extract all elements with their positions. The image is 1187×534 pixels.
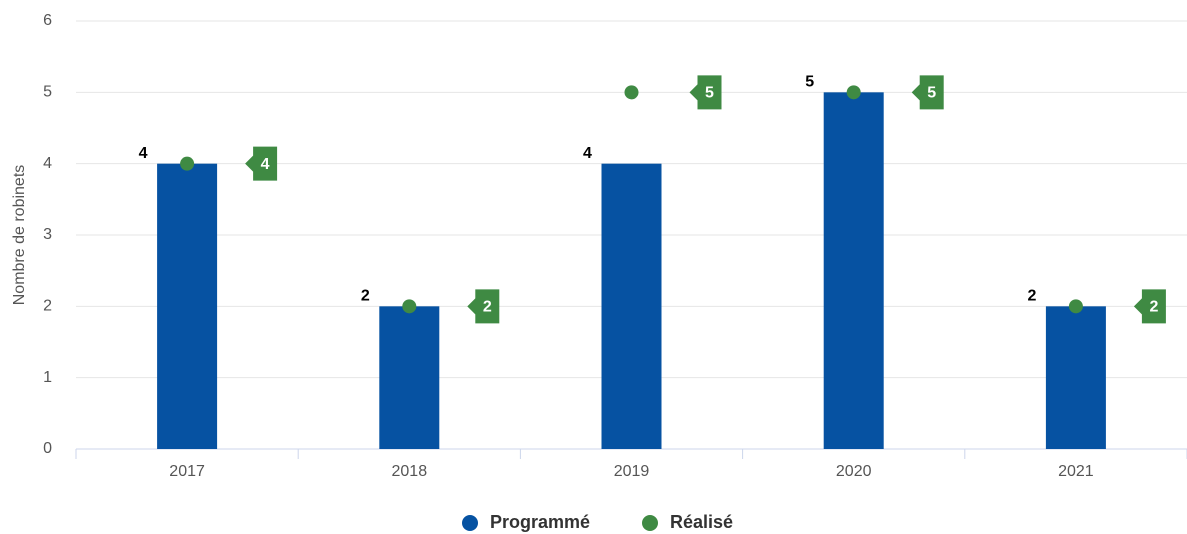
x-tick-label: 2020	[836, 463, 872, 480]
point-data-label: 2	[483, 299, 492, 316]
bar	[823, 92, 884, 449]
legend-marker	[462, 515, 478, 531]
y-tick-label: 2	[43, 298, 52, 315]
x-tick-label: 2017	[169, 463, 205, 480]
bar	[379, 306, 440, 449]
y-tick-label: 4	[43, 155, 52, 172]
point-label-box	[245, 146, 278, 181]
x-tick-label: 2021	[1058, 463, 1094, 480]
point-label-box	[911, 75, 944, 110]
legend-marker	[642, 515, 658, 531]
point-label-box	[1133, 289, 1166, 324]
y-axis-label: Nombre de robinets	[11, 165, 28, 306]
point	[1068, 299, 1083, 314]
point-label-box	[689, 75, 722, 110]
bar-data-label: 4	[583, 145, 592, 162]
bar	[601, 163, 662, 449]
point	[846, 85, 861, 100]
point-label-box	[467, 289, 500, 324]
y-tick-label: 1	[43, 369, 52, 386]
bar-data-label: 4	[139, 145, 148, 162]
bar	[157, 163, 218, 449]
point-data-label: 4	[261, 156, 270, 173]
bar	[1045, 306, 1106, 449]
bar-data-label: 5	[805, 74, 814, 91]
y-tick-label: 6	[43, 12, 52, 29]
point-data-label: 5	[705, 85, 714, 102]
x-tick-label: 2019	[614, 463, 650, 480]
y-tick-label: 0	[43, 440, 52, 457]
x-tick-label: 2018	[392, 463, 428, 480]
bar-data-label: 2	[1027, 288, 1036, 305]
y-tick-label: 5	[43, 84, 52, 101]
point	[624, 85, 639, 100]
bar-data-label: 2	[361, 288, 370, 305]
y-tick-label: 3	[43, 226, 52, 243]
point-data-label: 2	[1149, 299, 1158, 316]
legend-label: Programmé	[490, 512, 590, 532]
legend-label: Réalisé	[670, 512, 733, 532]
point	[180, 156, 195, 171]
point	[402, 299, 417, 314]
point-data-label: 5	[927, 85, 936, 102]
